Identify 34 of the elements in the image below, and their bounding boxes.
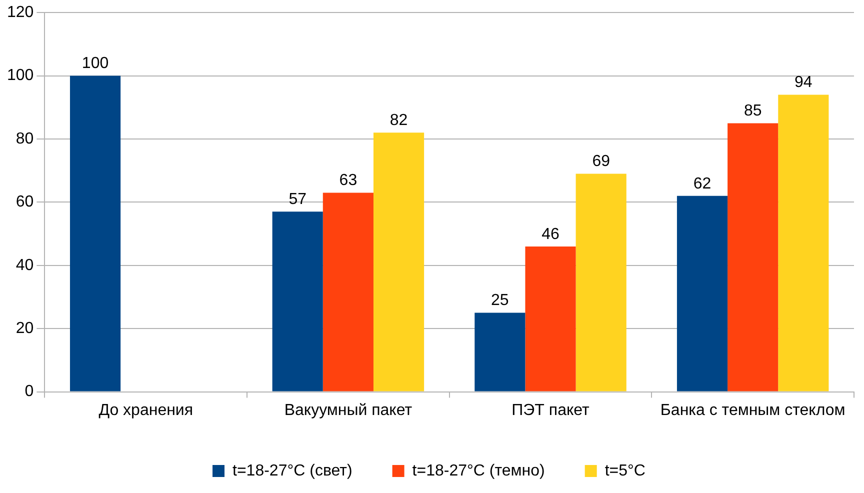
- bar: [373, 132, 424, 392]
- y-tick-label: 120: [6, 4, 34, 22]
- data-label: 25: [491, 292, 509, 310]
- bar: [676, 196, 728, 392]
- legend-label: t=18-27°C (темно): [412, 462, 545, 480]
- data-label: 82: [390, 112, 408, 130]
- y-tick-label: 0: [24, 383, 34, 400]
- x-tick-label: До хранения: [98, 402, 194, 419]
- y-tick-label: 20: [16, 320, 34, 338]
- bar: [70, 76, 121, 392]
- x-tick-label: Банка с темным стеклом: [660, 402, 846, 419]
- y-tick-label: 40: [16, 256, 34, 274]
- data-label: 94: [794, 74, 812, 92]
- data-label: 62: [693, 175, 712, 192]
- data-label: 85: [744, 102, 762, 120]
- data-label: 63: [339, 172, 358, 190]
- bar: [728, 123, 778, 392]
- bar: [525, 246, 576, 392]
- x-tick-label: Вакуумный пакет: [284, 402, 413, 419]
- data-label: 46: [542, 226, 560, 243]
- y-tick-label: 80: [16, 130, 34, 148]
- bar: [474, 312, 526, 392]
- bar: [322, 192, 374, 392]
- x-tick-label: ПЭТ пакет: [512, 402, 590, 419]
- y-tick-label: 60: [16, 194, 34, 211]
- data-label: 100: [82, 55, 109, 72]
- y-tick-label: 100: [6, 67, 34, 84]
- bar: [576, 174, 626, 392]
- legend-label: t=5°C: [604, 462, 646, 480]
- legend-label: t=18-27°C (свет): [232, 462, 352, 480]
- data-label: 57: [288, 191, 307, 208]
- data-label: 69: [592, 153, 610, 170]
- bar: [778, 94, 829, 392]
- bar: [272, 212, 323, 392]
